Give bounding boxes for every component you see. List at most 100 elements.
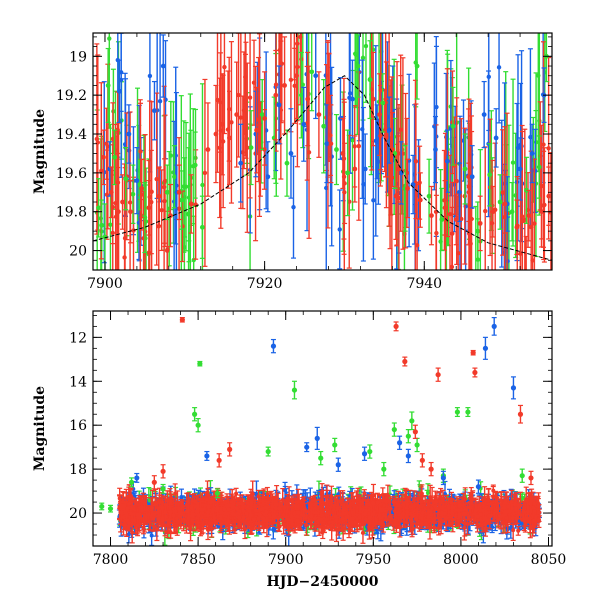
green-point [345, 129, 351, 217]
plot-frame [92, 32, 553, 271]
red-point [257, 33, 263, 218]
red-point [405, 158, 411, 219]
plot-area [93, 33, 552, 270]
red-point [402, 356, 408, 367]
green-point [123, 147, 129, 211]
blue-point [290, 155, 296, 259]
red-point [419, 453, 425, 468]
green-point [487, 143, 493, 207]
green-point [536, 135, 542, 199]
green-point [99, 502, 105, 511]
red-point [227, 442, 233, 457]
blue-point [362, 133, 368, 205]
x-axis-label: HJD−2450000 [267, 574, 379, 590]
x-tick-label: 7800 [93, 552, 129, 568]
red-point [115, 152, 121, 213]
red-point [316, 71, 322, 158]
blue-point [456, 162, 462, 223]
red-point [242, 53, 248, 156]
y-tick-label: 19.4 [56, 127, 87, 143]
blue-point [126, 104, 132, 164]
y-tick-label: 19.6 [56, 166, 87, 182]
green-point [367, 40, 373, 120]
red-point [120, 174, 126, 230]
green-point [332, 437, 338, 453]
red-point [176, 164, 182, 221]
red-point [539, 183, 545, 240]
red-point [519, 130, 525, 270]
red-point [179, 316, 185, 323]
red-point [517, 404, 524, 424]
red-point [167, 183, 173, 248]
red-point [396, 135, 402, 203]
green-point [414, 437, 420, 453]
red-point [482, 146, 488, 270]
red-point [205, 102, 211, 197]
blue-point [304, 442, 310, 453]
blue-point [396, 435, 403, 450]
red-point [393, 321, 399, 332]
green-point [265, 446, 271, 457]
blue-point [386, 96, 392, 164]
green-point [450, 86, 456, 166]
green-point [199, 195, 205, 259]
green-point [186, 185, 192, 242]
y-tick-label: 14 [69, 374, 87, 390]
red-point [108, 166, 114, 219]
blue-point [265, 141, 271, 213]
green-point [96, 178, 102, 238]
green-point [519, 468, 525, 483]
y-tick-label: 20 [69, 506, 87, 522]
bottom-panel: 7800 7850 7900 7950 8000 8050 12 14 16 18 20 Magnit… [32, 310, 567, 590]
red-point [95, 54, 101, 231]
green-point [130, 164, 136, 224]
blue-point [360, 106, 366, 262]
blue-point [432, 115, 438, 184]
red-point [149, 101, 155, 270]
blue-point [335, 457, 341, 472]
red-point [413, 103, 419, 220]
red-point [216, 453, 222, 468]
red-point [273, 49, 279, 141]
blue-point [151, 80, 157, 141]
red-point [254, 86, 260, 174]
red-point [294, 33, 300, 120]
red-point [442, 180, 448, 236]
blue-point [288, 108, 294, 199]
green-point [462, 133, 468, 205]
red-point [526, 189, 532, 242]
green-point [509, 181, 515, 242]
blue-point [361, 446, 368, 461]
green-point [248, 110, 254, 186]
green-point [405, 428, 411, 444]
green-point [465, 407, 471, 418]
x-tick-label: 8050 [531, 552, 567, 568]
red-point [217, 52, 223, 153]
green-point [454, 407, 460, 418]
blue-point [410, 154, 416, 215]
blue-point [469, 145, 475, 209]
green-point [363, 33, 369, 103]
green-point [171, 145, 177, 209]
blue-point [314, 426, 320, 450]
red-point [294, 33, 300, 168]
x-tick-label: 7900 [268, 552, 304, 568]
blue-point [405, 448, 411, 464]
red-point [470, 349, 476, 356]
y-tick-label: 19.2 [56, 88, 87, 104]
blue-point [204, 450, 210, 461]
green-point [197, 360, 203, 367]
red-point [412, 424, 418, 439]
blue-point [374, 104, 380, 180]
green-point [414, 33, 420, 100]
y-tick-label: 19 [69, 49, 87, 65]
red-point [100, 129, 106, 186]
green-point [321, 79, 327, 174]
red-point [417, 172, 423, 228]
red-point [128, 180, 134, 244]
blue-point [482, 336, 489, 360]
red-point [435, 367, 441, 382]
red-point [453, 193, 459, 246]
red-point [234, 61, 240, 168]
top-panel: 7900 7920 7940 19 19.2 19.4 19.6 19.8 20 Magnitud… [32, 32, 553, 292]
